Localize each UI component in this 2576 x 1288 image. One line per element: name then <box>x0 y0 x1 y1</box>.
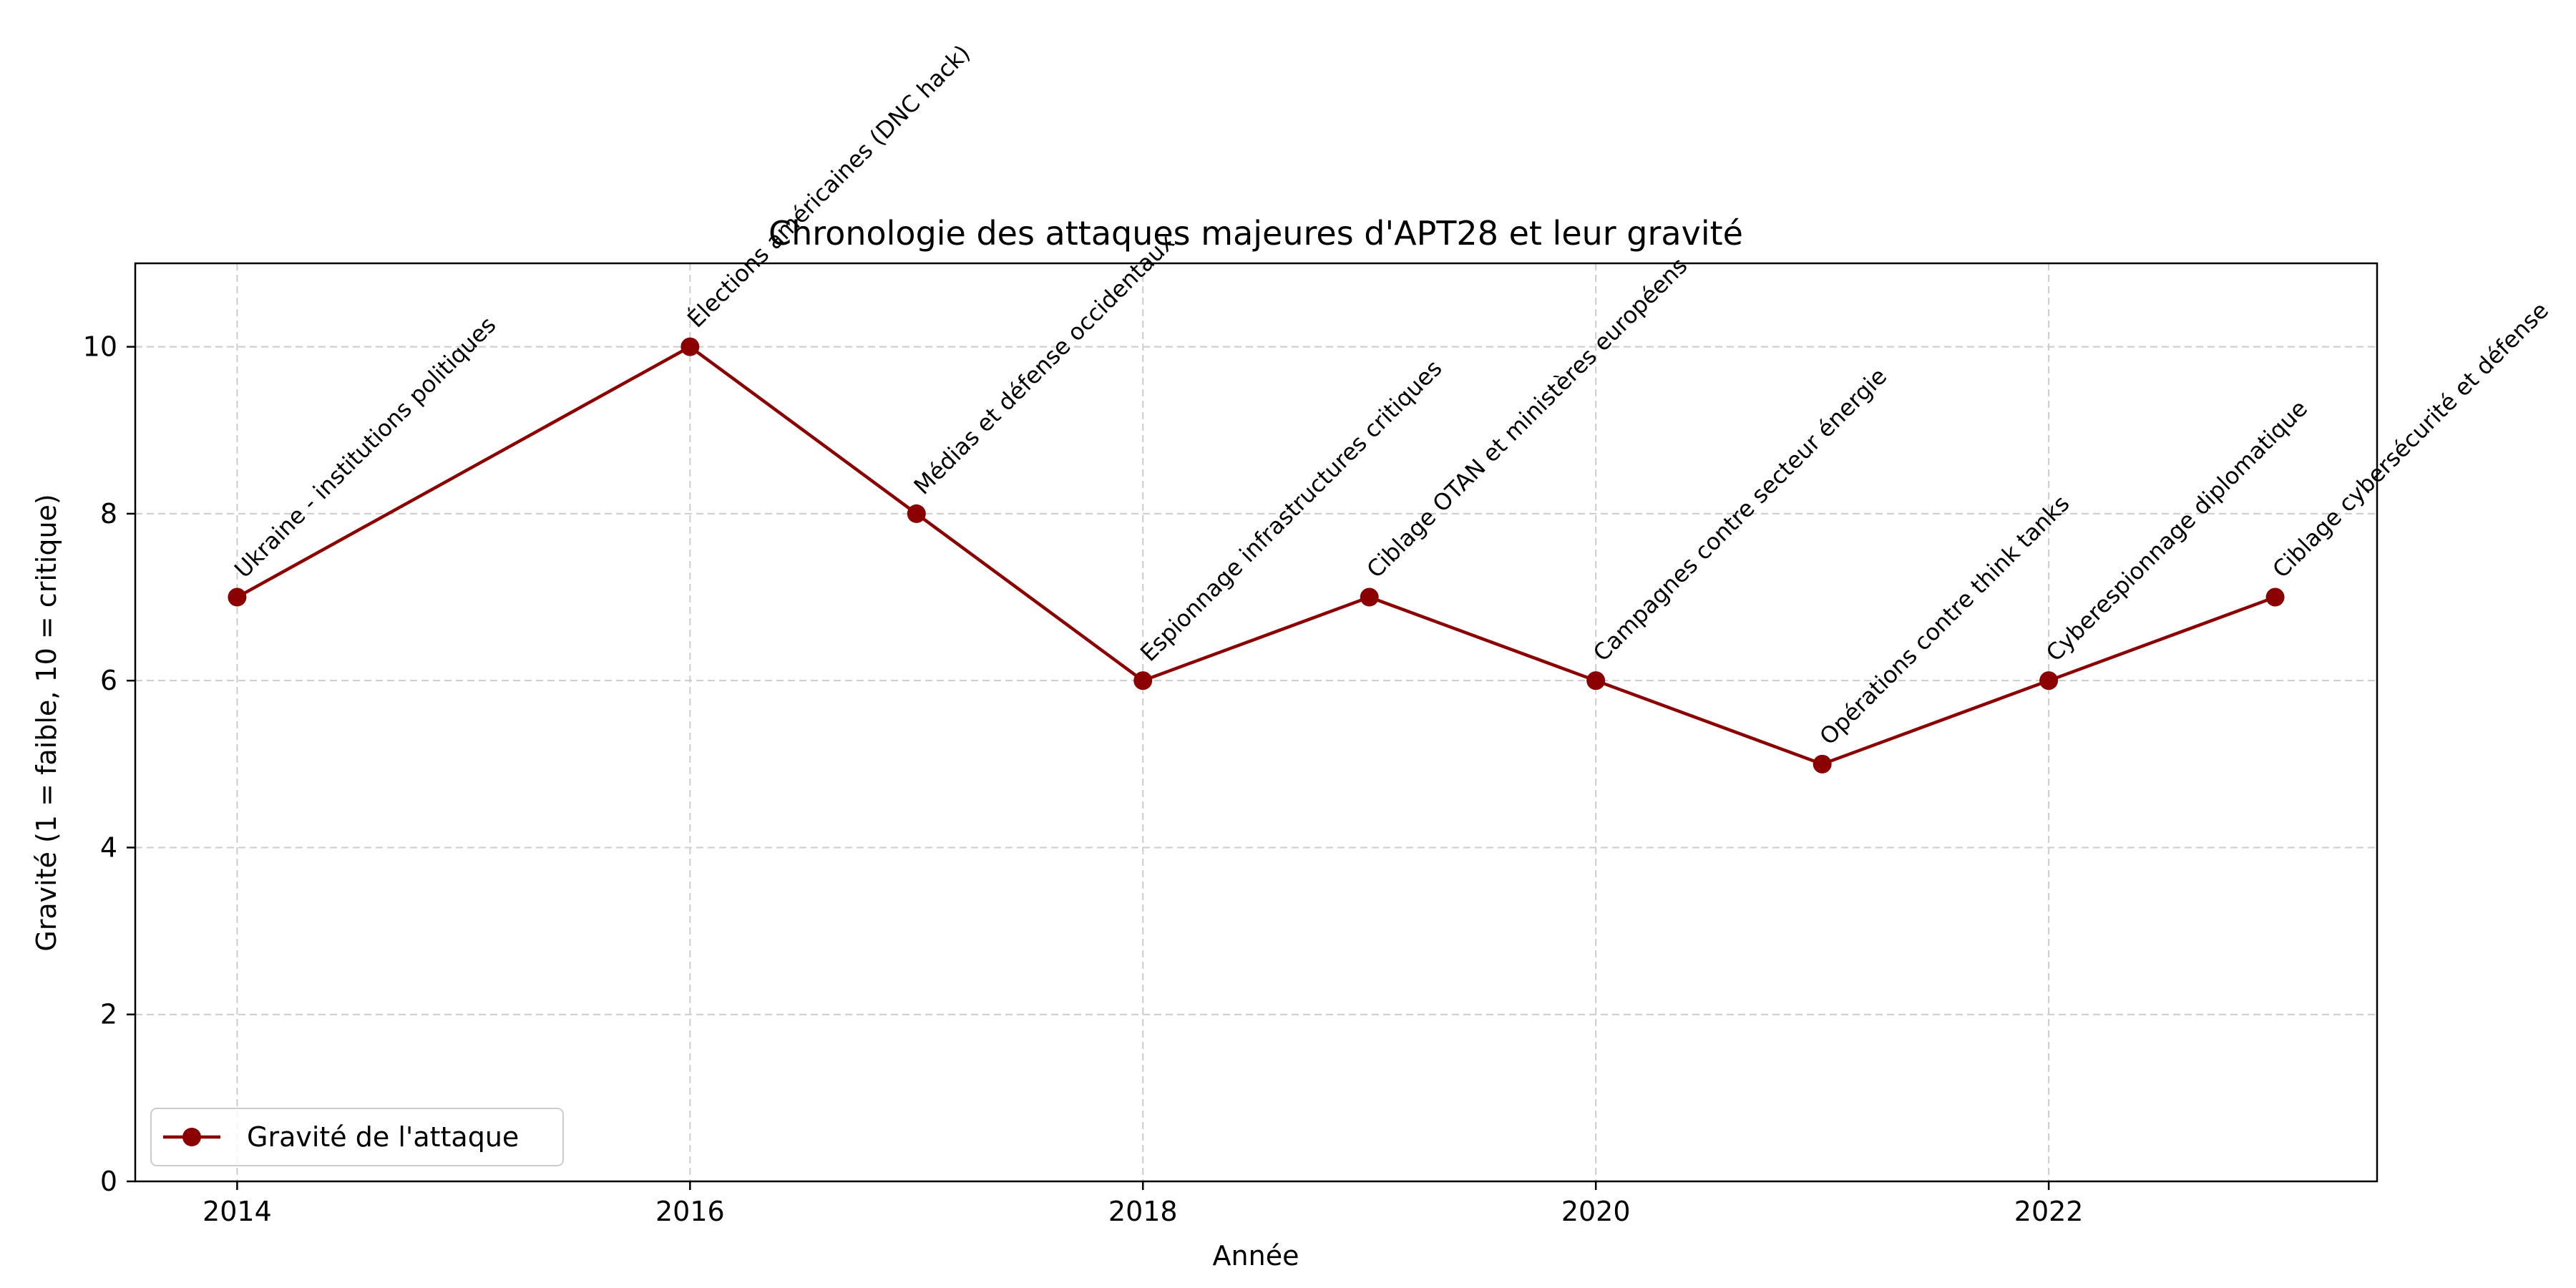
data-point <box>1813 754 1832 774</box>
data-point <box>680 337 700 356</box>
y-tick-label: 2 <box>100 999 117 1030</box>
y-tick-label: 8 <box>100 498 117 530</box>
x-tick-label: 2018 <box>1108 1196 1178 1227</box>
x-tick-label: 2016 <box>655 1196 725 1227</box>
point-annotation: Médias et défense occidentaux <box>909 228 1180 499</box>
point-annotation: Ciblage OTAN et ministères européens <box>1362 252 1693 583</box>
data-point <box>228 587 247 607</box>
axis-ticks: 2014 2016 2018 2020 2022 0 2 4 6 8 10 <box>83 331 2084 1227</box>
y-tick-label: 10 <box>83 331 117 363</box>
legend-marker <box>182 1128 201 1146</box>
legend-box <box>150 1108 564 1166</box>
y-tick-label: 6 <box>100 665 117 696</box>
series-layer <box>228 337 2285 774</box>
data-point <box>1133 671 1153 691</box>
data-point <box>2039 671 2059 691</box>
legend: Gravité de l'attaque <box>150 1108 564 1166</box>
x-axis-label: Année <box>1213 1240 1299 1272</box>
legend-label: Gravité de l'attaque <box>247 1121 519 1153</box>
x-tick-label: 2020 <box>1561 1196 1631 1227</box>
point-annotation: Élections américaines (DNC hack) <box>682 39 975 333</box>
point-annotation: Campagnes contre secteur énergie <box>1588 363 1892 667</box>
point-annotation: Cyberespionnage diplomatique <box>2041 395 2313 667</box>
point-annotation: Ukraine - institutions politiques <box>229 311 501 583</box>
plot-frame <box>134 262 2379 1183</box>
x-tick-label: 2022 <box>2014 1196 2084 1227</box>
data-point <box>1586 671 1606 691</box>
data-point <box>2265 587 2285 607</box>
grid <box>135 263 2377 1182</box>
data-point <box>907 504 926 523</box>
point-annotation: Opérations contre think tanks <box>1814 489 2074 750</box>
y-tick-label: 4 <box>100 831 117 863</box>
point-annotation: Ciblage cybersécurité et défense <box>2267 297 2554 584</box>
x-tick-label: 2014 <box>203 1196 272 1227</box>
chart-title: Chronologie des attaques majeures d'APT2… <box>769 214 1743 253</box>
data-point <box>1360 587 1379 607</box>
annotations: Ukraine - institutions politiques Électio… <box>229 39 2554 750</box>
point-annotation: Espionnage infrastructures critiques <box>1135 354 1448 667</box>
y-axis-label: Gravité (1 = faible, 10 = critique) <box>31 494 62 952</box>
y-tick-label: 0 <box>100 1166 117 1197</box>
